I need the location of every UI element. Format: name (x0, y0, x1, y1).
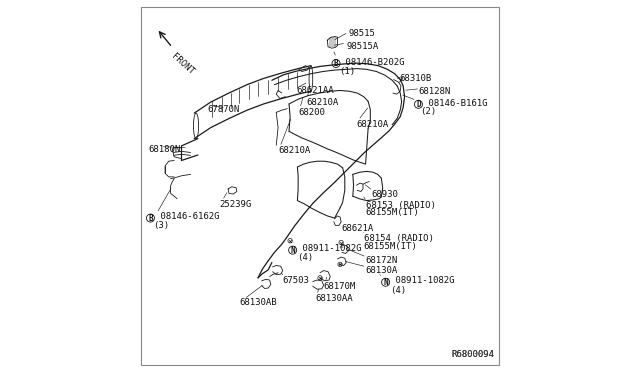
Text: 68621AA: 68621AA (296, 86, 334, 95)
Text: 68153 (RADIO): 68153 (RADIO) (365, 201, 435, 209)
Text: 68170M: 68170M (323, 282, 355, 291)
Text: 68200: 68200 (299, 108, 326, 116)
Text: 68210A: 68210A (356, 120, 388, 129)
Text: 98515A: 98515A (346, 42, 378, 51)
Text: 67870N: 67870N (207, 105, 239, 114)
Text: 68210A: 68210A (306, 98, 339, 107)
Text: (2): (2) (420, 107, 436, 116)
Text: R6800094: R6800094 (451, 350, 494, 359)
Text: 08146-6162G: 08146-6162G (155, 212, 220, 221)
Text: N: N (291, 246, 295, 255)
Text: 25239G: 25239G (219, 200, 252, 209)
Text: D: D (416, 100, 420, 109)
Text: N: N (383, 278, 388, 287)
Text: 68154 (RADIO): 68154 (RADIO) (364, 234, 434, 244)
Text: 68930: 68930 (371, 190, 398, 199)
Text: 08911-1082G: 08911-1082G (390, 276, 454, 285)
Text: R6800094: R6800094 (451, 350, 494, 359)
Text: 68180N: 68180N (148, 145, 180, 154)
Text: (4): (4) (390, 286, 406, 295)
Text: 67503: 67503 (283, 276, 310, 285)
Text: 98515: 98515 (348, 29, 375, 38)
Text: FRONT: FRONT (170, 52, 196, 77)
Text: 68130A: 68130A (365, 266, 397, 275)
Text: 08146-B202G: 08146-B202G (340, 58, 405, 67)
Text: 68155M(IT): 68155M(IT) (364, 242, 417, 251)
Text: 08911-1082G: 08911-1082G (297, 244, 362, 253)
Text: 68172N: 68172N (365, 256, 397, 265)
Text: (3): (3) (154, 221, 170, 230)
Text: 68128N: 68128N (419, 87, 451, 96)
Text: 68155M(IT): 68155M(IT) (365, 208, 419, 217)
Text: 68130AA: 68130AA (316, 294, 353, 303)
Text: 68621A: 68621A (342, 224, 374, 232)
Text: 68310B: 68310B (399, 74, 432, 83)
Text: B: B (333, 59, 339, 68)
Text: 08146-B161G: 08146-B161G (423, 99, 487, 108)
Text: 68130AB: 68130AB (240, 298, 277, 307)
Text: B: B (148, 214, 153, 222)
Text: (1): (1) (339, 67, 355, 76)
Text: (4): (4) (298, 253, 314, 262)
Text: 68210A: 68210A (278, 146, 310, 155)
